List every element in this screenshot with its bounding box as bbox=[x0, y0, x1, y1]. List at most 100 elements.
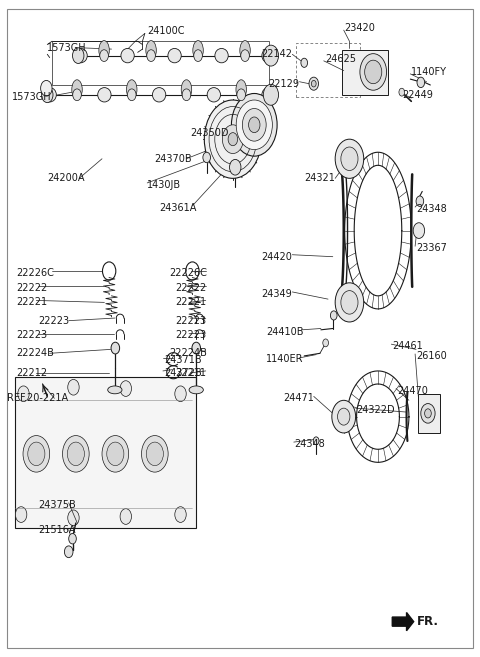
Circle shape bbox=[416, 196, 424, 206]
Circle shape bbox=[264, 84, 278, 105]
Ellipse shape bbox=[128, 89, 136, 101]
Circle shape bbox=[68, 380, 79, 395]
Bar bbox=[52, 41, 268, 85]
Polygon shape bbox=[392, 612, 414, 631]
Circle shape bbox=[242, 108, 266, 141]
Ellipse shape bbox=[181, 79, 192, 99]
Text: FR.: FR. bbox=[417, 615, 439, 628]
Text: 22226C: 22226C bbox=[16, 268, 54, 278]
Text: 1140FY: 1140FY bbox=[411, 67, 447, 77]
Text: 1430JB: 1430JB bbox=[147, 180, 181, 190]
Text: 22129: 22129 bbox=[268, 79, 300, 89]
Circle shape bbox=[120, 380, 132, 396]
Circle shape bbox=[229, 160, 241, 175]
Ellipse shape bbox=[43, 87, 56, 102]
Text: REF.20-221A: REF.20-221A bbox=[7, 394, 68, 403]
Text: 22222: 22222 bbox=[176, 283, 207, 293]
Text: 23420: 23420 bbox=[345, 23, 375, 34]
Ellipse shape bbox=[193, 41, 204, 60]
Text: 22223: 22223 bbox=[176, 330, 207, 340]
Circle shape bbox=[413, 223, 425, 238]
Circle shape bbox=[312, 80, 316, 87]
Circle shape bbox=[360, 54, 386, 90]
Text: 22223: 22223 bbox=[176, 315, 207, 326]
Circle shape bbox=[68, 510, 79, 526]
Circle shape bbox=[41, 80, 52, 96]
Bar bbox=[419, 394, 440, 433]
Text: 24361A: 24361A bbox=[159, 203, 196, 213]
Text: 21516A: 21516A bbox=[38, 524, 75, 535]
Circle shape bbox=[69, 533, 76, 544]
Circle shape bbox=[111, 342, 120, 354]
Text: 24461: 24461 bbox=[392, 341, 423, 351]
Circle shape bbox=[335, 139, 364, 178]
Circle shape bbox=[236, 100, 272, 150]
Circle shape bbox=[192, 342, 201, 354]
Text: 23367: 23367 bbox=[416, 243, 447, 253]
Circle shape bbox=[231, 93, 277, 156]
Text: 24470: 24470 bbox=[397, 386, 428, 396]
Circle shape bbox=[175, 507, 186, 522]
Ellipse shape bbox=[262, 49, 275, 63]
Circle shape bbox=[204, 100, 262, 178]
Text: 24371B: 24371B bbox=[164, 355, 202, 365]
Circle shape bbox=[301, 58, 308, 68]
Circle shape bbox=[417, 77, 425, 87]
Circle shape bbox=[249, 117, 260, 133]
Text: 22222: 22222 bbox=[16, 283, 48, 293]
Ellipse shape bbox=[73, 89, 81, 101]
Bar bbox=[342, 51, 387, 95]
Ellipse shape bbox=[241, 50, 249, 62]
Text: 22212: 22212 bbox=[16, 368, 48, 378]
Circle shape bbox=[175, 386, 186, 401]
Circle shape bbox=[330, 311, 337, 320]
Circle shape bbox=[15, 507, 27, 522]
Circle shape bbox=[399, 88, 405, 96]
Text: 24625: 24625 bbox=[325, 54, 357, 64]
Bar bbox=[15, 378, 196, 528]
Ellipse shape bbox=[182, 89, 191, 101]
Text: 1573GH: 1573GH bbox=[48, 43, 87, 53]
Ellipse shape bbox=[168, 49, 181, 63]
Text: 22223: 22223 bbox=[38, 315, 69, 326]
Bar bbox=[296, 43, 360, 97]
Circle shape bbox=[341, 147, 358, 171]
Ellipse shape bbox=[74, 49, 87, 63]
Circle shape bbox=[335, 283, 364, 322]
Text: 22449: 22449 bbox=[402, 90, 432, 100]
Text: 1573GH: 1573GH bbox=[12, 92, 51, 102]
Text: 24350D: 24350D bbox=[190, 127, 228, 138]
Text: 24321: 24321 bbox=[304, 173, 335, 183]
Circle shape bbox=[365, 60, 382, 83]
Circle shape bbox=[102, 436, 129, 472]
Ellipse shape bbox=[153, 87, 166, 102]
Circle shape bbox=[72, 48, 84, 64]
Circle shape bbox=[264, 45, 278, 66]
Text: 24100C: 24100C bbox=[147, 26, 185, 36]
Ellipse shape bbox=[146, 41, 156, 60]
Circle shape bbox=[107, 442, 124, 466]
Text: 1140ER: 1140ER bbox=[266, 354, 304, 364]
Ellipse shape bbox=[99, 41, 109, 60]
Ellipse shape bbox=[147, 50, 156, 62]
Circle shape bbox=[23, 436, 49, 472]
Text: 24375B: 24375B bbox=[38, 500, 75, 510]
Text: 22142: 22142 bbox=[262, 49, 292, 59]
Circle shape bbox=[337, 408, 350, 425]
Ellipse shape bbox=[72, 79, 82, 99]
Circle shape bbox=[64, 546, 73, 558]
Text: 24348: 24348 bbox=[295, 439, 325, 449]
Ellipse shape bbox=[108, 386, 122, 394]
Text: 24349: 24349 bbox=[262, 289, 292, 299]
Text: 24370B: 24370B bbox=[155, 154, 192, 164]
Ellipse shape bbox=[215, 49, 228, 63]
Ellipse shape bbox=[121, 49, 134, 63]
Circle shape bbox=[146, 442, 163, 466]
Text: 22223: 22223 bbox=[16, 330, 48, 340]
Circle shape bbox=[142, 436, 168, 472]
Text: 22224B: 22224B bbox=[16, 348, 54, 358]
Text: 24420: 24420 bbox=[262, 252, 292, 261]
Circle shape bbox=[421, 403, 435, 423]
Text: 24322D: 24322D bbox=[357, 405, 395, 415]
Circle shape bbox=[67, 442, 84, 466]
